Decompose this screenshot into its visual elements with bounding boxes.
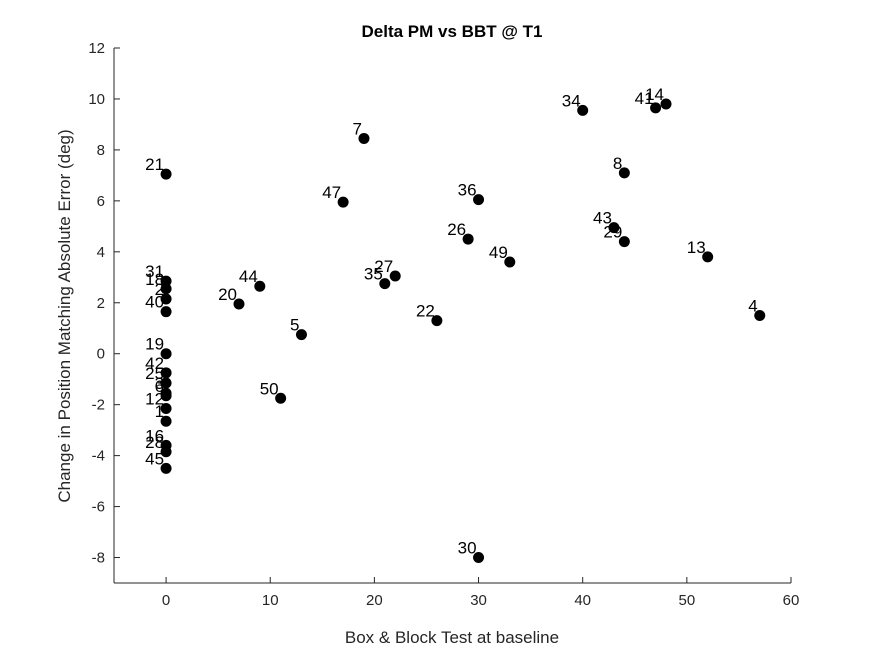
data-point — [650, 102, 662, 114]
data-point — [275, 392, 287, 404]
data-point — [295, 329, 307, 341]
data-point — [160, 168, 172, 180]
y-tick-label: -4 — [92, 448, 105, 465]
data-point — [577, 104, 589, 116]
x-tick-label: 40 — [574, 592, 591, 609]
y-tick-label: 4 — [97, 244, 105, 261]
data-point — [160, 348, 172, 360]
data-point — [473, 194, 485, 206]
data-point-label: 29 — [603, 223, 622, 242]
data-point-label: 43 — [593, 209, 612, 228]
data-point-label: 26 — [447, 220, 466, 239]
data-point-label: 47 — [322, 183, 341, 202]
data-point — [160, 367, 172, 379]
data-point-label: 3 — [155, 374, 164, 393]
data-point-label: 44 — [239, 267, 258, 286]
data-point-label: 30 — [458, 539, 477, 558]
data-point-label: 8 — [613, 154, 622, 173]
data-point — [358, 132, 370, 144]
data-point — [618, 167, 630, 179]
data-point-label: 27 — [374, 257, 393, 276]
data-point — [389, 270, 401, 282]
data-point — [160, 462, 172, 474]
data-point-label: 20 — [218, 285, 237, 304]
data-point-label: 41 — [635, 89, 654, 108]
data-point-label: 49 — [489, 243, 508, 262]
chart-title: Delta PM vs BBT @ T1 — [362, 22, 543, 41]
data-point-label: 34 — [562, 91, 581, 110]
data-point — [660, 98, 672, 110]
data-point — [337, 196, 349, 208]
y-axis-label: Change in Position Matching Absolute Err… — [55, 129, 74, 502]
data-point-label: 19 — [145, 335, 164, 354]
y-tick-label: -2 — [92, 397, 105, 414]
data-point — [462, 233, 474, 245]
data-point-label: 1 — [155, 402, 164, 421]
y-tick-label: 8 — [97, 142, 105, 159]
data-point — [473, 552, 485, 564]
data-point — [160, 446, 172, 458]
x-tick-label: 60 — [783, 592, 800, 609]
data-point — [431, 315, 443, 327]
y-tick-label: 10 — [88, 91, 105, 108]
y-tick-label: 6 — [97, 193, 105, 210]
x-tick-label: 50 — [679, 592, 696, 609]
x-tick-label: 20 — [366, 592, 383, 609]
data-point — [608, 222, 620, 234]
x-axis-label: Box & Block Test at baseline — [345, 628, 559, 647]
y-tick-label: -6 — [92, 499, 105, 516]
data-point-label: 22 — [416, 302, 435, 321]
data-point — [160, 293, 172, 305]
data-point-label: 31 — [145, 262, 164, 281]
data-point — [379, 278, 391, 290]
data-point — [160, 306, 172, 318]
data-point-label: 40 — [145, 293, 164, 312]
data-point-label: 7 — [353, 119, 362, 138]
data-point — [160, 415, 172, 427]
data-point-label: 21 — [145, 155, 164, 174]
data-point — [504, 256, 516, 268]
plot-area: 0 10 20 30 40 50 60-8-6-4-20246810122131182401… — [88, 40, 799, 609]
data-point — [160, 390, 172, 402]
data-point-label: 16 — [145, 426, 164, 445]
data-point-label: 42 — [145, 354, 164, 373]
y-tick-label: 2 — [97, 295, 105, 312]
data-point — [160, 377, 172, 389]
y-tick-label: 12 — [88, 40, 105, 57]
data-point-label: 4 — [748, 297, 757, 316]
data-point — [254, 280, 266, 292]
data-point-label: 14 — [645, 85, 664, 104]
x-tick-label: 0 — [162, 592, 170, 609]
data-point-label: 45 — [145, 449, 164, 468]
x-tick-label: 10 — [262, 592, 279, 609]
data-point-label: 35 — [364, 265, 383, 284]
data-point — [754, 310, 766, 321]
y-tick-label: 0 — [97, 346, 105, 363]
data-point-label: 5 — [290, 316, 299, 335]
data-point — [702, 251, 714, 263]
data-point — [160, 402, 172, 414]
data-point-label: 13 — [687, 238, 706, 257]
data-point-label: 36 — [458, 181, 477, 200]
data-point-label: 18 — [145, 270, 164, 289]
data-point — [618, 236, 630, 248]
y-tick-label: -8 — [92, 550, 105, 567]
data-point — [233, 298, 245, 310]
x-tick-label: 30 — [470, 592, 487, 609]
data-point-label: 50 — [260, 379, 279, 398]
data-point-label: 12 — [145, 389, 164, 408]
data-point-label: 28 — [145, 433, 164, 452]
data-point-label: 25 — [145, 364, 164, 383]
data-point-label: 2 — [155, 280, 164, 299]
data-point — [160, 283, 172, 295]
data-point-label: 6 — [155, 377, 164, 396]
data-point — [160, 275, 172, 287]
